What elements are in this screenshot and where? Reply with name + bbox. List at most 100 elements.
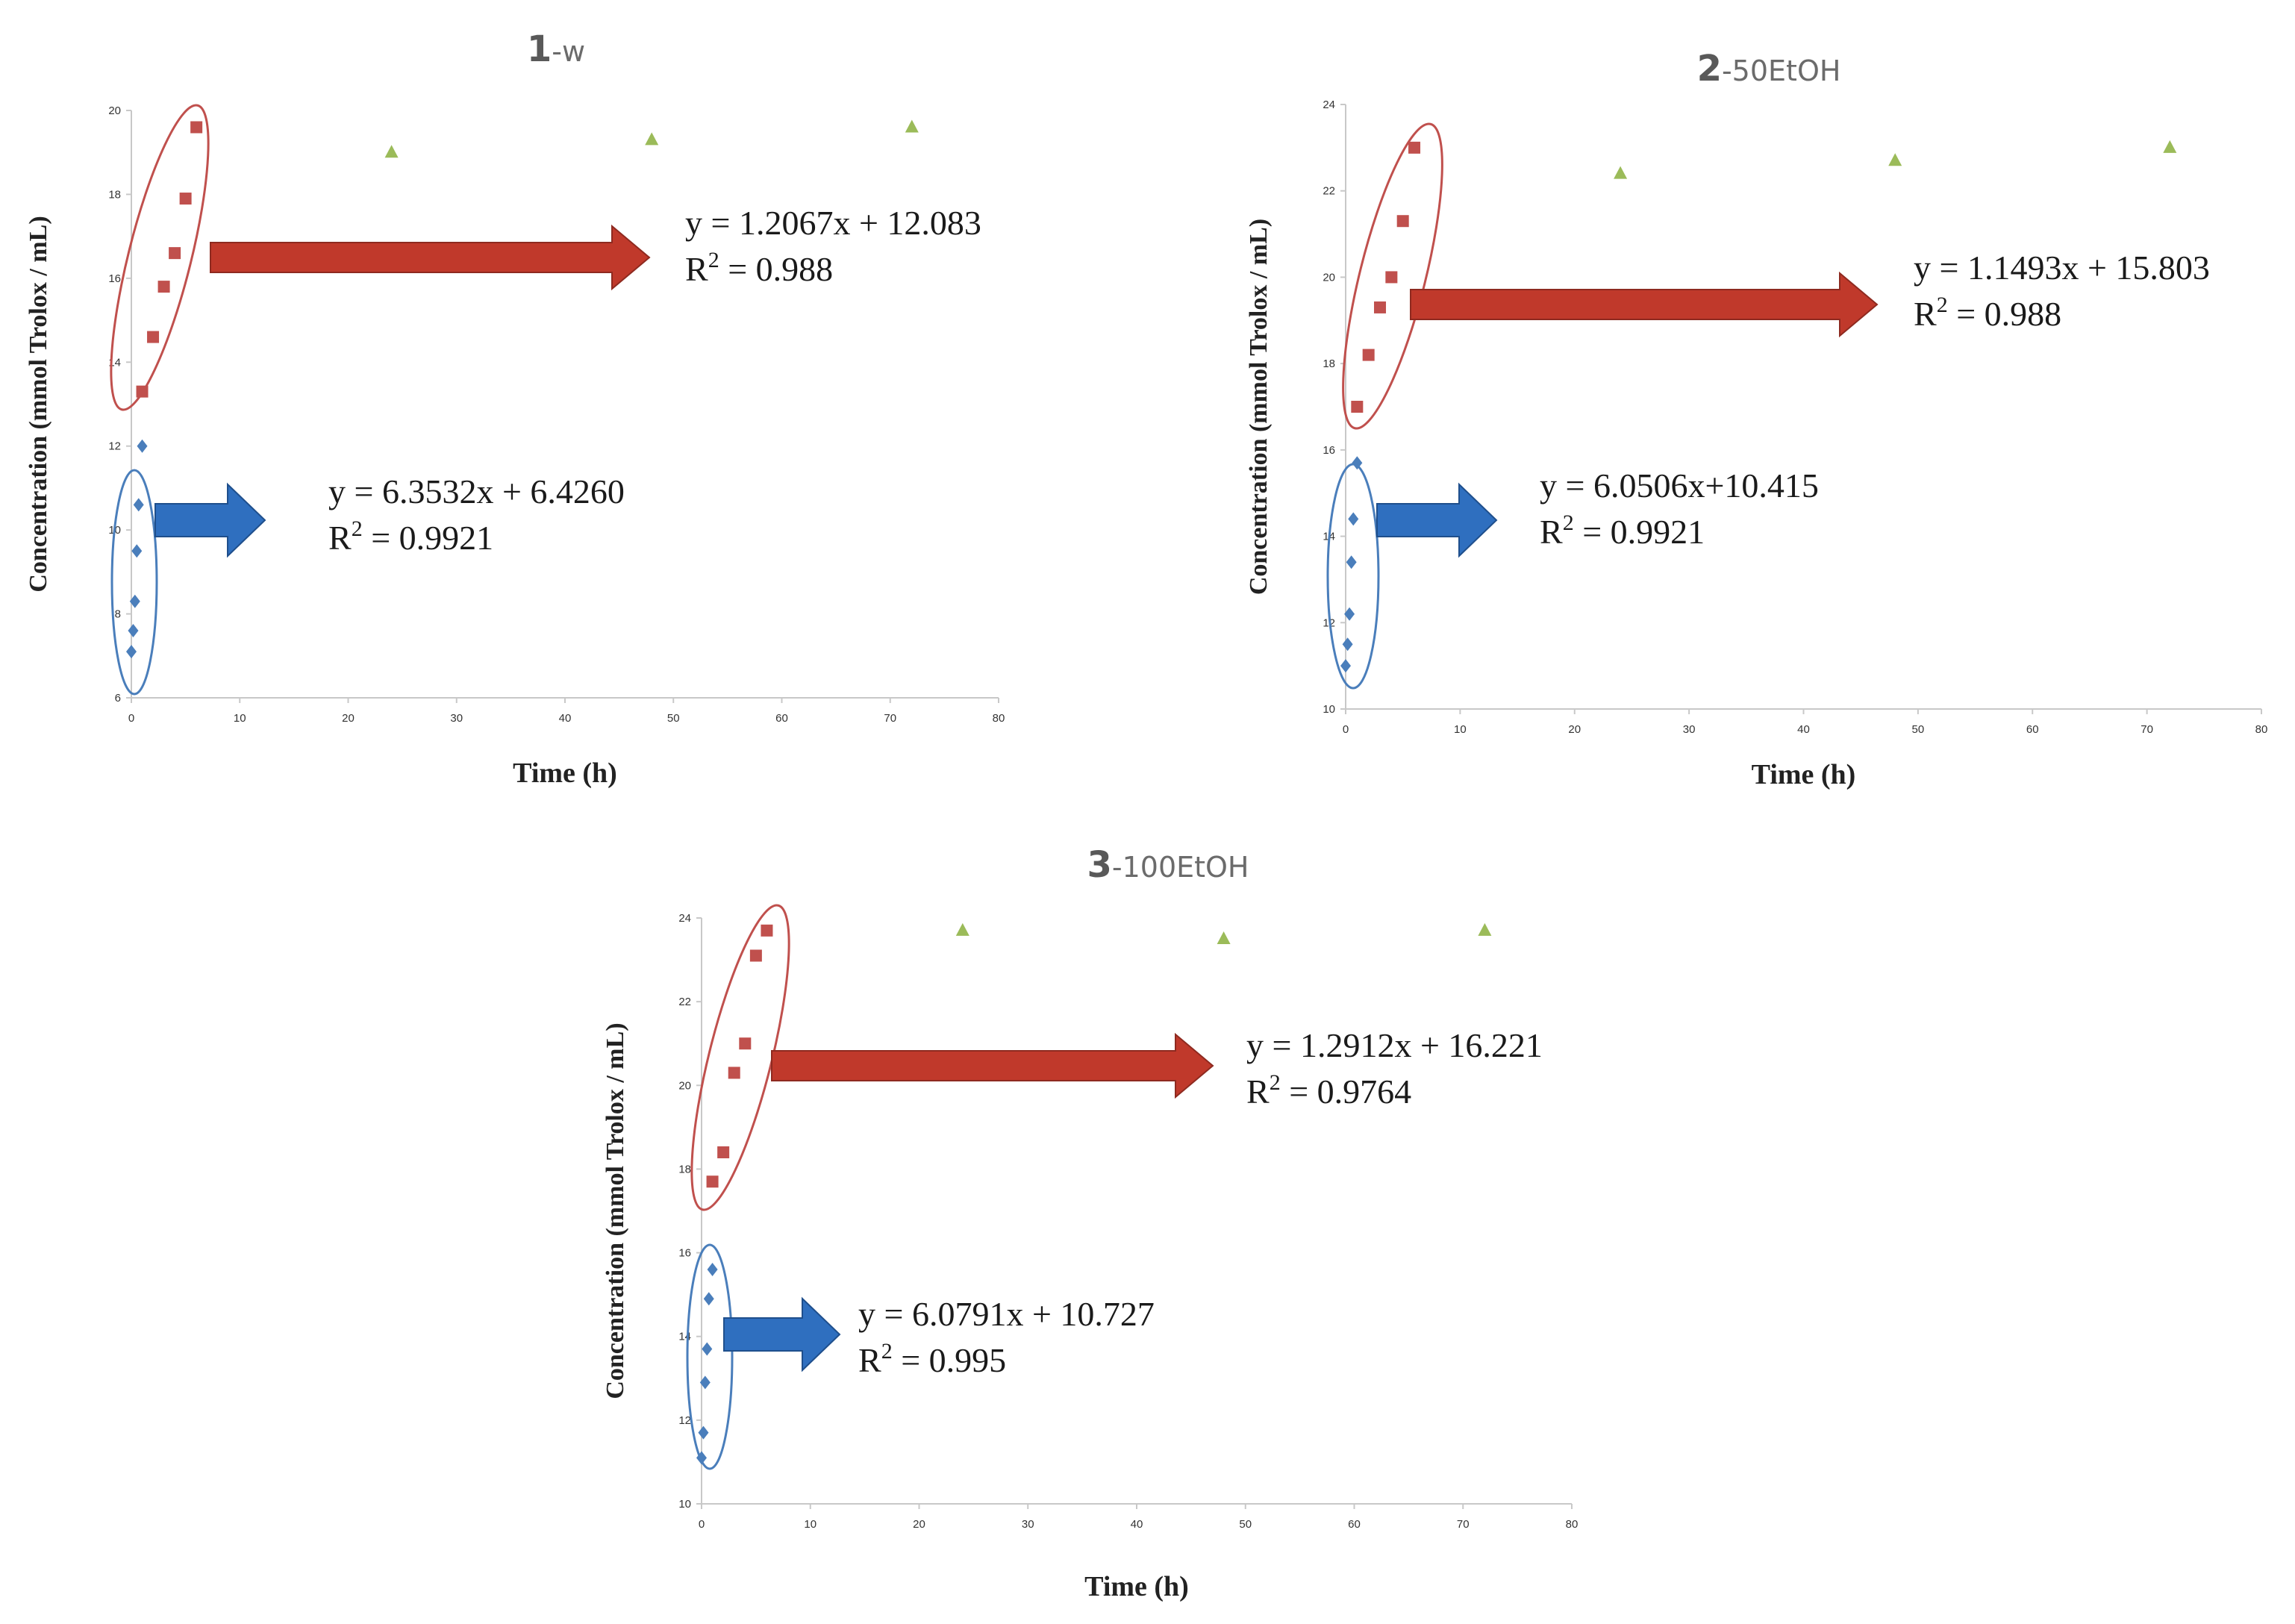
r-squared-label: R — [685, 250, 708, 288]
data-point-intermediate — [1351, 401, 1364, 413]
r-squared-superscript: 2 — [1937, 293, 1948, 317]
x-tick-label: 0 — [699, 1518, 705, 1531]
red-arrow — [210, 224, 651, 291]
x-tick-label: 70 — [884, 712, 896, 725]
chart-title: 2-50EtOH — [1697, 48, 1841, 90]
red-regression-equation: y = 1.2912x + 16.221 — [1246, 1026, 1543, 1064]
x-tick-label: 50 — [667, 712, 680, 725]
blue-group-ellipse — [110, 469, 158, 696]
red-arrow — [771, 1032, 1214, 1099]
blue-r-squared: R2 = 0.9921 — [1540, 510, 1705, 551]
y-axis-title: Concentration (mmol Trolox / mL) — [1245, 219, 1273, 595]
data-point-intermediate — [169, 247, 181, 260]
data-point-plateau — [905, 119, 919, 133]
y-tick-label: 24 — [678, 912, 691, 925]
r-squared-value: = 0.988 — [1948, 295, 2061, 333]
y-tick-label: 16 — [678, 1247, 691, 1260]
chart-title-number: 1 — [527, 28, 552, 70]
data-point-plateau — [1217, 931, 1231, 945]
y-tick-label: 16 — [1323, 444, 1335, 457]
y-tick-label: 12 — [108, 440, 121, 453]
blue-regression-equation: y = 6.0791x + 10.727 — [858, 1295, 1155, 1333]
chart-title-number: 3 — [1087, 844, 1111, 886]
blue-arrow — [723, 1296, 841, 1372]
data-point-initial — [129, 594, 140, 608]
data-point-initial — [707, 1263, 718, 1276]
x-tick-label: 40 — [1797, 723, 1810, 736]
data-point-plateau — [1888, 153, 1902, 166]
r-squared-value: = 0.988 — [719, 250, 833, 288]
blue-r-squared: R2 = 0.9921 — [328, 516, 493, 557]
y-tick-label: 8 — [115, 608, 121, 621]
blue-group-ellipse — [686, 1243, 734, 1470]
r-squared-label: R — [1246, 1072, 1270, 1111]
data-point-intermediate — [728, 1066, 740, 1079]
data-point-plateau — [384, 145, 399, 158]
chart-title-suffix: -100EtOH — [1112, 851, 1249, 884]
y-tick-label: 6 — [115, 692, 121, 705]
r-squared-value: = 0.9921 — [363, 519, 493, 557]
r-squared-label: R — [1914, 295, 1937, 333]
x-axis-title: Time (h) — [513, 758, 617, 789]
data-point-intermediate — [1408, 141, 1421, 154]
x-axis-title: Time (h) — [1084, 1571, 1189, 1602]
x-tick-label: 10 — [804, 1518, 816, 1531]
data-point-initial — [1346, 555, 1357, 569]
x-tick-label: 70 — [1457, 1518, 1470, 1531]
x-tick-label: 80 — [2255, 723, 2268, 736]
y-tick-label: 20 — [678, 1079, 691, 1092]
red-r-squared: R2 = 0.988 — [685, 248, 833, 288]
y-tick-label: 10 — [678, 1498, 691, 1511]
data-point-intermediate — [147, 331, 160, 343]
y-tick-label: 20 — [1323, 271, 1335, 284]
x-tick-label: 10 — [234, 712, 246, 725]
data-point-initial — [702, 1342, 713, 1356]
r-squared-value: = 0.995 — [893, 1341, 1006, 1379]
blue-arrow — [1376, 482, 1498, 558]
x-tick-label: 80 — [993, 712, 1005, 725]
red-r-squared: R2 = 0.988 — [1914, 293, 2061, 333]
x-tick-label: 0 — [128, 712, 134, 725]
data-point-initial — [131, 544, 143, 558]
data-point-intermediate — [739, 1037, 752, 1050]
y-tick-label: 18 — [1323, 357, 1335, 370]
red-group-ellipse — [110, 104, 210, 411]
red-arrow — [1410, 271, 1879, 338]
data-point-initial — [703, 1292, 714, 1306]
data-point-intermediate — [179, 193, 192, 205]
x-tick-label: 10 — [1454, 723, 1467, 736]
y-tick-label: 20 — [108, 104, 121, 117]
data-point-initial — [698, 1425, 709, 1440]
r-squared-label: R — [328, 519, 352, 557]
data-point-initial — [1342, 637, 1353, 652]
data-point-initial — [699, 1375, 711, 1390]
data-point-intermediate — [190, 121, 203, 134]
data-point-plateau — [645, 132, 659, 146]
r-squared-superscript: 2 — [352, 516, 363, 541]
data-point-intermediate — [1385, 271, 1398, 284]
chart-title: 1-w — [527, 28, 585, 70]
y-tick-label: 10 — [1323, 703, 1335, 716]
chart-title: 3-100EtOH — [1087, 844, 1249, 886]
y-tick-label: 12 — [678, 1414, 691, 1427]
r-squared-superscript: 2 — [1563, 510, 1574, 535]
data-point-intermediate — [717, 1146, 730, 1158]
y-tick-label: 18 — [108, 188, 121, 201]
x-tick-label: 80 — [1566, 1518, 1579, 1531]
data-point-initial — [1344, 607, 1355, 621]
y-tick-label: 24 — [1323, 99, 1335, 111]
data-point-intermediate — [1374, 301, 1387, 313]
blue-regression-equation: y = 6.0506x+10.415 — [1540, 466, 1819, 505]
x-tick-label: 30 — [1683, 723, 1696, 736]
blue-arrow — [154, 482, 266, 558]
chart-title-suffix: -50EtOH — [1722, 54, 1840, 87]
data-point-initial — [128, 624, 139, 638]
r-squared-superscript: 2 — [881, 1339, 893, 1364]
x-tick-label: 20 — [342, 712, 355, 725]
data-point-intermediate — [761, 924, 773, 937]
r-squared-label: R — [1540, 513, 1563, 551]
